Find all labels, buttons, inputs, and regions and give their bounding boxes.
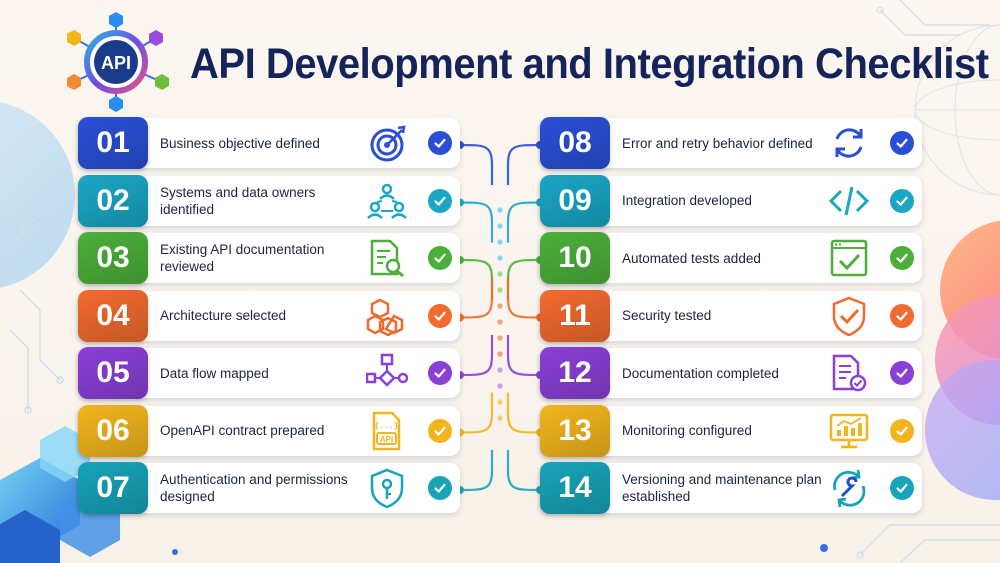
check-icon (890, 418, 914, 443)
item-number: 07 (78, 462, 148, 514)
api-file-icon: {...} API (372, 411, 401, 450)
item-label: Versioning and maintenance plan establis… (622, 472, 822, 504)
check-icon (428, 188, 452, 213)
item-label: Existing API documentation reviewed (160, 242, 325, 274)
checklist-item: 02 Systems and data owners identified (78, 174, 460, 227)
header: API API Development and Integration Chec… (60, 6, 989, 116)
checklist-item: 09 Integration developed (540, 174, 922, 227)
check-icon (890, 303, 914, 328)
item-label: Automated tests added (622, 250, 761, 266)
checklist-item: 10 Automated tests added (540, 232, 922, 284)
monitor-chart-icon (829, 413, 869, 448)
check-icon (428, 361, 452, 385)
document-search-icon (370, 239, 404, 278)
test-window-icon (830, 239, 868, 277)
checklist-item: 06 OpenAPI contract prepared {...} API (78, 404, 460, 457)
shield-check-icon (832, 296, 866, 336)
checklist-item: 14 Versioning and maintenance plan establ… (540, 462, 922, 514)
shield-key-icon (370, 468, 404, 508)
check-icon (890, 361, 914, 385)
checklist-item: 12 Documentation completed (540, 347, 922, 399)
people-network-icon (367, 183, 407, 219)
item-label: Business objective defined (160, 135, 320, 151)
item-number: 06 (78, 404, 148, 457)
item-label: Monitoring configured (622, 423, 752, 438)
checklist-item: 01 Business objective defined (78, 117, 460, 169)
item-number: 11 (540, 289, 610, 342)
svg-text:{...}: {...} (374, 422, 398, 431)
item-number: 03 (78, 232, 148, 284)
item-number: 10 (540, 232, 610, 284)
check-icon (890, 246, 914, 270)
check-icon (428, 418, 452, 443)
sync-wrench-icon (833, 469, 866, 508)
item-label: Systems and data owners identified (160, 184, 316, 217)
item-number: 14 (540, 462, 610, 514)
refresh-icon (835, 128, 863, 158)
checklist-item: 04 Architecture selected (78, 289, 460, 342)
item-number: 01 (78, 117, 148, 169)
check-icon (428, 246, 452, 270)
item-label: Authentication and permissions designed (160, 472, 348, 504)
item-number: 12 (540, 347, 610, 399)
checklist-item: 05 Data flow mapped (78, 347, 460, 399)
checklist-item: 03 Existing API documentation reviewed (78, 232, 460, 284)
page-title: API Development and Integration Checklis… (190, 40, 989, 88)
item-label: Error and retry behavior defined (622, 135, 813, 151)
blocks-icon (366, 298, 404, 336)
code-icon (828, 186, 870, 215)
item-number: 05 (78, 347, 148, 399)
item-label: Architecture selected (160, 308, 287, 323)
svg-text:API: API (380, 435, 393, 444)
check-icon (890, 188, 914, 213)
check-icon (428, 131, 452, 155)
checklist-item: 13 Monitoring configured (540, 404, 922, 457)
checklist-item: 08 Error and retry behavior defined (540, 117, 922, 169)
document-check-icon (832, 354, 867, 392)
item-label: Integration developed (622, 193, 752, 208)
check-icon (890, 131, 914, 155)
item-number: 09 (540, 174, 610, 227)
item-number: 02 (78, 174, 148, 227)
api-network-logo: API (67, 12, 169, 112)
check-icon (428, 476, 452, 500)
item-label: Security tested (622, 308, 712, 323)
checklist-item: 07 Authentication and permissions designe… (78, 462, 460, 514)
item-label: Data flow mapped (160, 365, 269, 381)
flowchart-icon (366, 353, 408, 387)
item-number: 13 (540, 404, 610, 457)
item-number: 08 (540, 117, 610, 169)
check-icon (428, 303, 452, 328)
logo-text: API (101, 53, 131, 73)
check-icon (890, 476, 914, 500)
item-label: Documentation completed (622, 365, 779, 381)
item-label: OpenAPI contract prepared (160, 423, 325, 438)
target-icon (370, 125, 406, 162)
item-number: 04 (78, 289, 148, 342)
checklist-item: 11 Security tested (540, 289, 922, 342)
